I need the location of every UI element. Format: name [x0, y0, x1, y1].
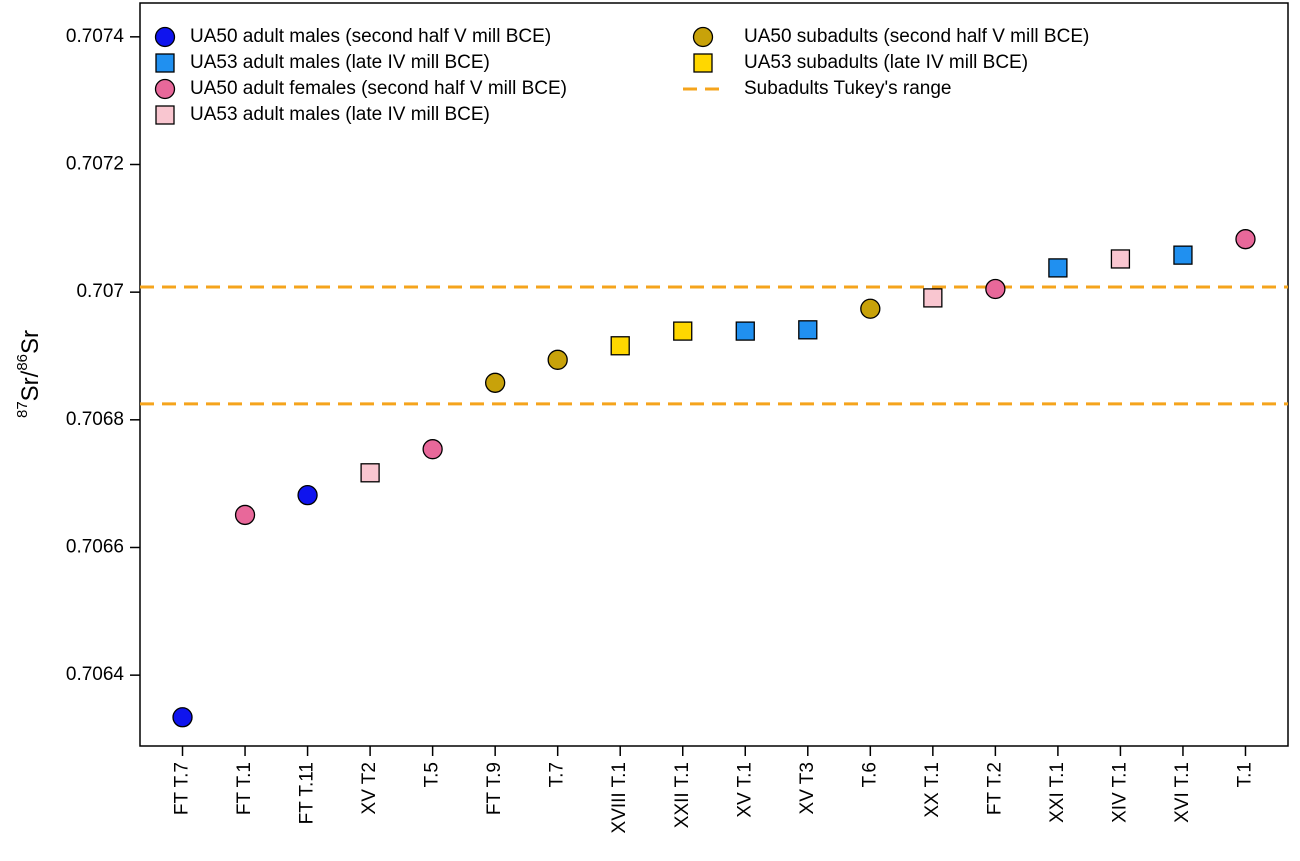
data-point — [985, 278, 1006, 300]
legend-label: UA53 subadults (late IV mill BCE) — [744, 52, 1028, 73]
y-tick-label: 0.7074 — [66, 26, 125, 47]
data-point — [798, 320, 818, 340]
x-tick-label: FT T.7 — [172, 762, 193, 815]
y-axis-label-part: Sr — [17, 330, 44, 354]
x-tick-label: FT T.9 — [484, 762, 505, 815]
y-tick-label: 0.7068 — [66, 409, 124, 430]
x-tick-label: XV T3 — [797, 762, 818, 814]
y-axis-label-part: 87 — [14, 401, 31, 418]
data-point — [735, 321, 755, 341]
data-point — [1110, 249, 1131, 269]
legend-label: UA53 adult males (late IV mill BCE) — [190, 104, 490, 125]
data-point — [673, 321, 693, 341]
x-tick-label: T.1 — [1234, 762, 1255, 787]
data-point — [1173, 245, 1193, 265]
data-point — [547, 349, 568, 370]
y-axis-label-part: Sr/ — [17, 370, 44, 401]
y-tick-label: 0.707 — [76, 281, 124, 302]
legend-label: UA50 subadults (second half V mill BCE) — [744, 26, 1089, 47]
legend-marker — [154, 26, 176, 48]
y-tick-label: 0.7072 — [66, 154, 124, 175]
legend-label: Subadults Tukey's range — [744, 78, 951, 99]
legend-marker — [693, 53, 713, 73]
x-tick-label: T.7 — [547, 762, 568, 787]
data-point — [172, 707, 193, 728]
data-point — [1235, 229, 1256, 250]
x-tick-label: T.5 — [422, 762, 443, 787]
x-tick-label: XV T.1 — [734, 762, 755, 818]
y-tick-label: 0.7064 — [66, 664, 125, 685]
y-axis-label-part: 86 — [14, 354, 31, 371]
data-point — [234, 504, 256, 526]
x-tick-label: XVIII T.1 — [609, 762, 630, 833]
x-tick-label: FT T.1 — [234, 762, 255, 815]
data-point — [1048, 258, 1068, 278]
legend-marker — [155, 105, 175, 125]
legend-label: UA53 adult males (late IV mill BCE) — [190, 52, 490, 73]
legend-label: UA50 adult males (second half V mill BCE… — [190, 26, 551, 47]
data-point — [485, 372, 506, 393]
legend-marker — [154, 78, 176, 100]
legend-label: UA50 adult females (second half V mill B… — [190, 78, 567, 99]
y-axis-label: 87Sr/86Sr — [14, 330, 44, 418]
x-tick-label: FT T.2 — [984, 762, 1005, 815]
y-tick-label: 0.7066 — [66, 536, 124, 557]
data-point — [297, 484, 318, 506]
legend-marker — [692, 26, 714, 48]
x-tick-label: FT T.11 — [297, 762, 318, 824]
x-tick-label: XIV T.1 — [1109, 762, 1130, 823]
data-point — [360, 463, 380, 483]
data-point — [923, 288, 943, 308]
data-point — [610, 336, 630, 356]
x-tick-label: XXI T.1 — [1047, 762, 1068, 823]
x-tick-label: XV T2 — [359, 762, 380, 814]
x-tick-label: XX T.1 — [922, 762, 943, 818]
data-point — [422, 439, 443, 460]
x-tick-label: T.6 — [859, 762, 880, 787]
plot-frame — [139, 2, 1289, 747]
x-tick-label: XVI T.1 — [1172, 762, 1193, 823]
legend-marker — [155, 53, 175, 73]
data-point — [860, 298, 881, 319]
x-tick-label: XXII T.1 — [672, 762, 693, 828]
